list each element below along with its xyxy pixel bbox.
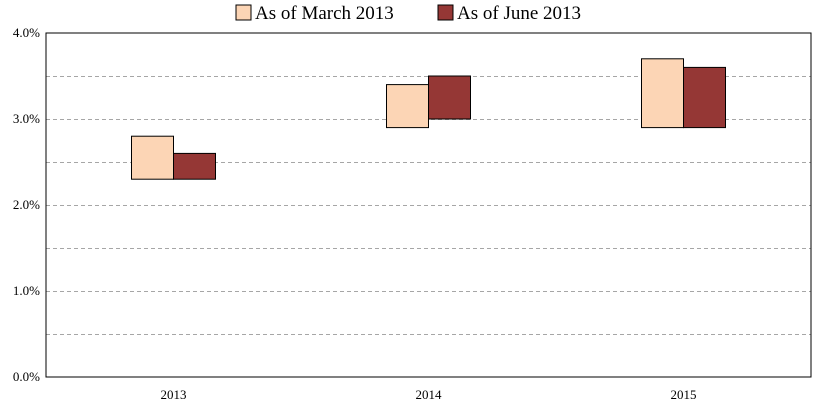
y-tick-label: 0.0% (13, 369, 40, 384)
x-axis-tick-labels: 2013 2014 2015 (161, 387, 697, 402)
bar-2015-series-0 (641, 58, 684, 129)
bar-2013-series-1 (173, 152, 216, 180)
y-axis-tick-labels: 0.0% 1.0% 2.0% 3.0% 4.0% (13, 25, 40, 384)
bar-2014-series-0 (386, 84, 429, 129)
bars (131, 58, 726, 180)
y-tick-label: 2.0% (13, 197, 40, 212)
y-tick-label: 3.0% (13, 111, 40, 126)
y-tick-label: 4.0% (13, 25, 40, 40)
bar-2014-series-1 (428, 75, 471, 120)
legend: As of March 2013 As of June 2013 (235, 3, 581, 24)
plot-area-border (45, 32, 812, 378)
bar-2015-series-1 (683, 66, 726, 129)
legend-label-june: As of June 2013 (457, 3, 581, 24)
legend-swatch-june (437, 4, 454, 21)
x-tick-label: 2013 (161, 387, 187, 402)
legend-label-march: As of March 2013 (255, 3, 394, 24)
y-tick-label: 1.0% (13, 283, 40, 298)
bar-2013-series-0 (131, 135, 174, 180)
x-tick-label: 2014 (416, 387, 443, 402)
x-tick-label: 2015 (671, 387, 697, 402)
legend-swatch-march (235, 4, 252, 21)
